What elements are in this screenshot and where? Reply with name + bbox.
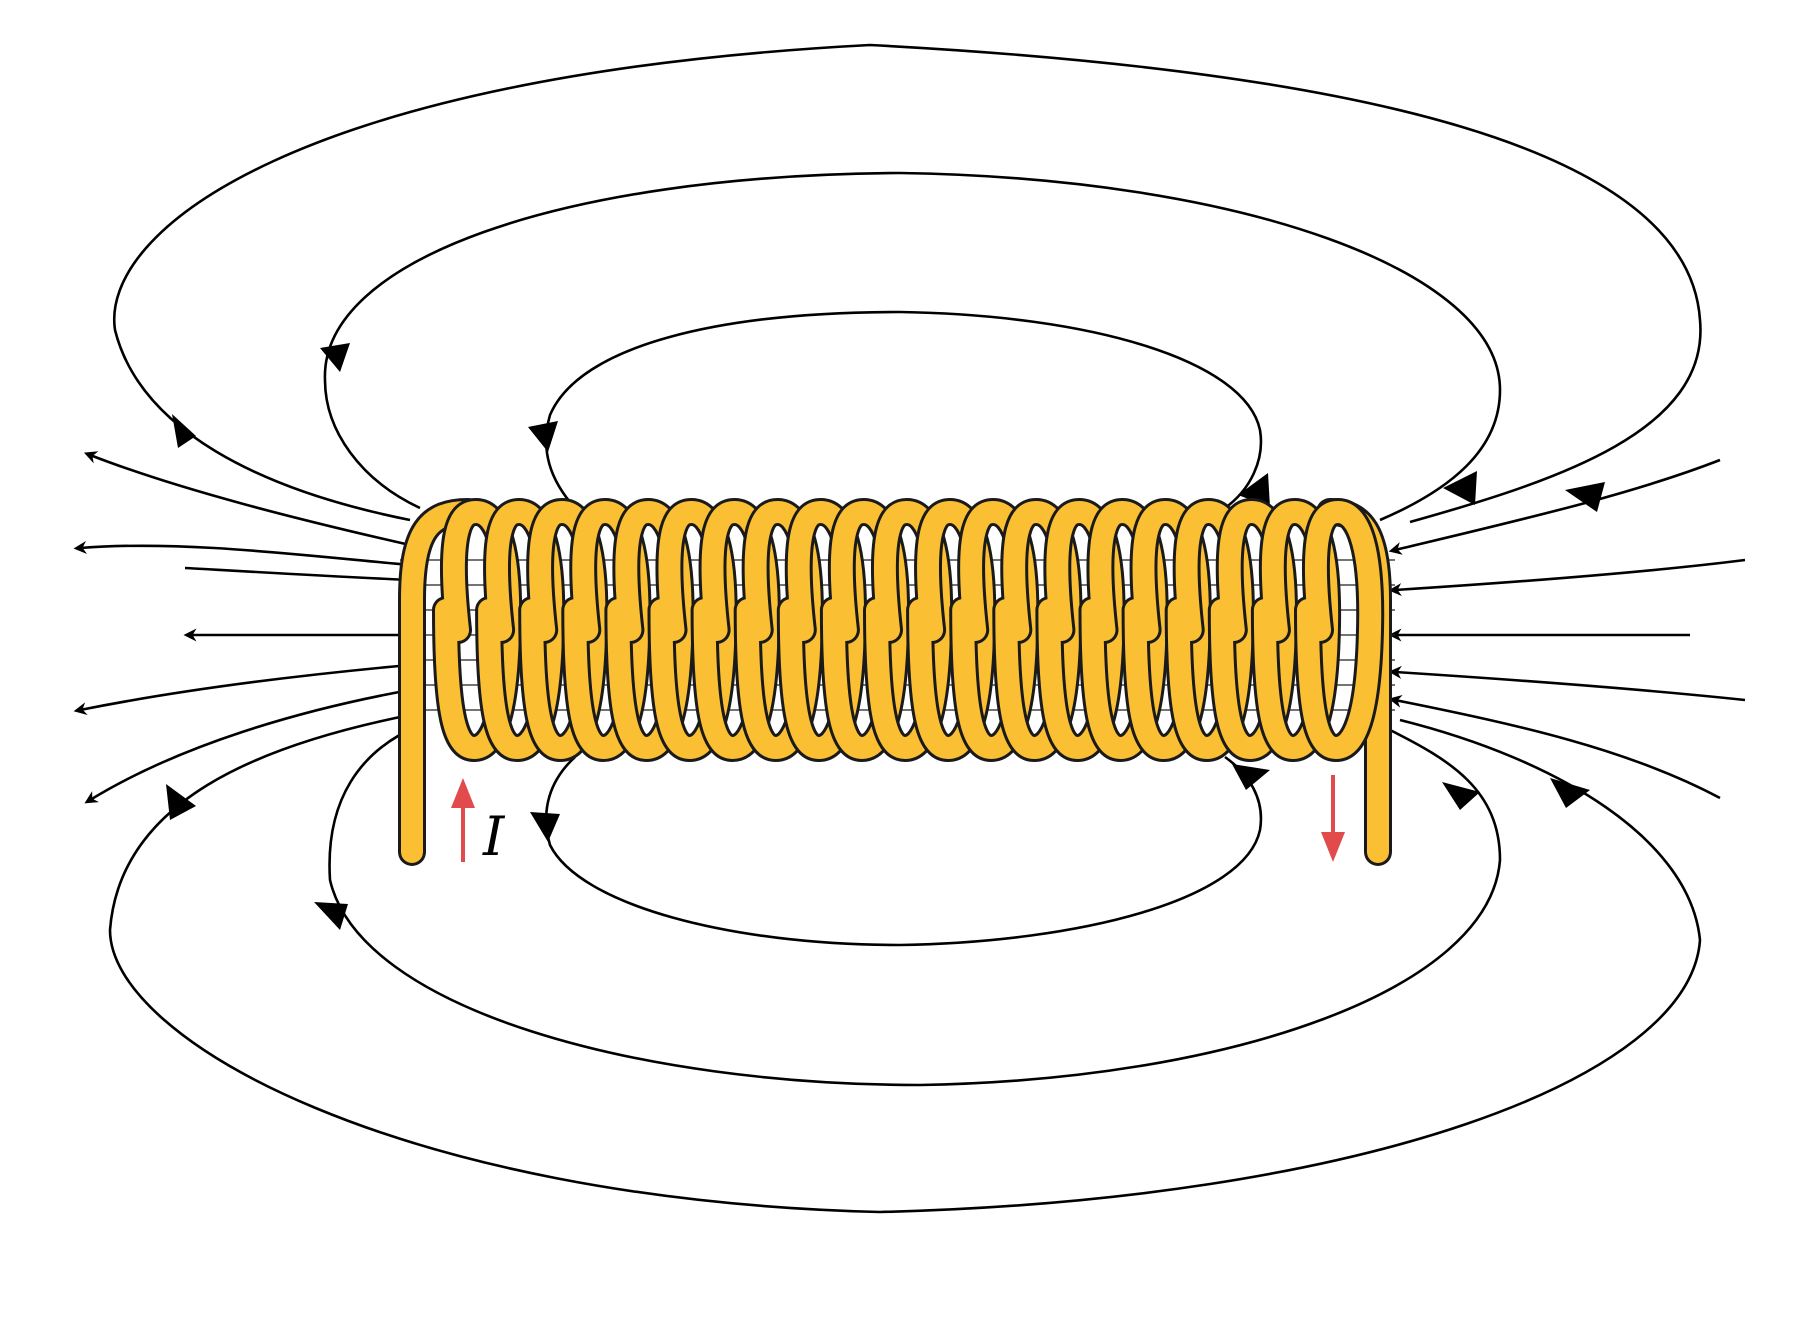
right-field-line: [1388, 458, 1721, 555]
current-indicators: I: [451, 775, 1345, 868]
arrow-mark: [530, 812, 560, 842]
left-field-line: [73, 541, 411, 567]
arrow-mark: [166, 784, 196, 820]
field-loop-bottom-2: [328, 723, 1502, 1087]
arrow-mark: [528, 421, 558, 452]
current-arrowhead-down: [1321, 832, 1345, 862]
left-field-line: [184, 566, 411, 582]
current-arrowhead-up: [451, 778, 475, 808]
right-field-line: [1388, 558, 1746, 597]
outer-field-lines: [108, 43, 1702, 1214]
left-field-lines: [73, 451, 411, 804]
arrow-mark: [172, 414, 196, 448]
arrow-mark: [1238, 473, 1270, 507]
arrow-mark: [320, 343, 350, 372]
solenoid-coil: [398, 497, 1395, 866]
arrow-mark: [1443, 471, 1477, 505]
left-field-line: [83, 451, 411, 547]
arrow-mark: [314, 902, 348, 930]
field-loop-top-1: [112, 43, 1702, 524]
current-label: I: [482, 805, 506, 868]
left-field-line: [84, 688, 411, 804]
field-loop-bottom-3: [544, 755, 1263, 947]
arrow-mark: [1232, 764, 1270, 790]
right-field-line: [1388, 665, 1746, 702]
coil-turn: [1297, 500, 1382, 760]
field-loop-top-3: [544, 310, 1263, 510]
arrow-mark: [1442, 782, 1480, 810]
right-field-lines: [1388, 458, 1746, 800]
field-arrows: [166, 343, 1605, 930]
field-loop-bottom-1: [108, 713, 1702, 1214]
right-field-line: [1388, 694, 1721, 800]
left-field-line: [73, 663, 411, 716]
arrow-mark: [1550, 778, 1590, 808]
field-loop-top-2: [323, 171, 1502, 522]
arrow-mark: [1565, 482, 1605, 512]
